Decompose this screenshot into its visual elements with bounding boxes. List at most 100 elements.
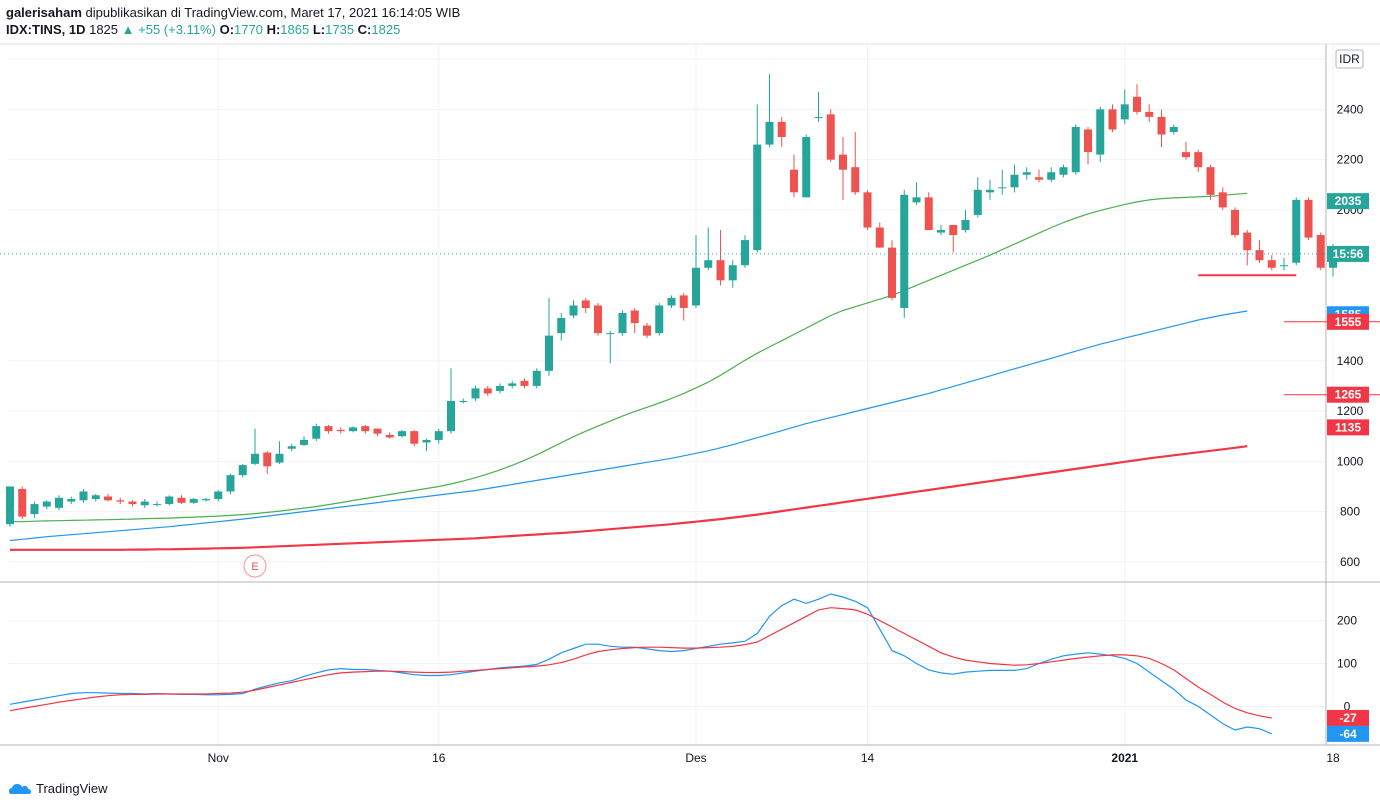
candle-body	[1304, 199, 1313, 238]
candle-body	[863, 192, 872, 228]
candle-body	[753, 144, 762, 251]
candle	[765, 74, 774, 148]
candle-body	[410, 431, 419, 444]
candle-body	[802, 137, 811, 198]
candle	[912, 182, 921, 205]
author-name[interactable]: galerisaham	[6, 5, 82, 20]
price-tick-label: 1400	[1337, 354, 1364, 368]
candle	[496, 383, 504, 394]
price-label: 1135	[1327, 419, 1369, 436]
candle-body	[924, 197, 933, 231]
candle	[937, 225, 945, 236]
candle	[1145, 104, 1154, 122]
candle-body	[1010, 174, 1019, 188]
candle	[422, 438, 431, 452]
candle	[826, 109, 835, 163]
candle-body	[839, 154, 847, 170]
oscillator-line	[9, 593, 1273, 735]
candle-body	[655, 305, 664, 334]
candle	[716, 230, 725, 286]
candle	[888, 240, 896, 301]
price-label: 15:56	[1327, 245, 1369, 262]
candle	[153, 501, 161, 507]
candle-body	[1145, 111, 1154, 117]
candle-body	[275, 453, 284, 463]
candle	[1108, 104, 1117, 132]
high-label: H:	[266, 22, 281, 37]
candle	[851, 131, 860, 195]
candle	[1035, 169, 1043, 183]
candle	[557, 313, 566, 341]
time-tick-label: 14	[861, 751, 875, 765]
price-label-text: 1135	[1335, 420, 1361, 434]
candle-body	[1035, 177, 1043, 180]
candle	[998, 169, 1007, 195]
time-axis[interactable]: Nov16Des14202118Feb15Mar15	[208, 751, 1380, 765]
candle-body	[814, 116, 823, 118]
candle-body	[1194, 152, 1203, 168]
candle	[140, 499, 149, 508]
candle	[177, 495, 186, 505]
candle-body	[900, 194, 909, 308]
price-label: -27	[1327, 709, 1369, 726]
time-tick-label: Des	[685, 751, 706, 765]
grid-lines	[8, 44, 1334, 745]
time-tick-label: Nov	[208, 751, 229, 765]
candle	[1316, 232, 1325, 271]
candle	[569, 300, 578, 319]
candle-body	[214, 491, 223, 500]
candle-body	[937, 230, 945, 233]
price-label-text: 2035	[1335, 194, 1362, 208]
candle-body	[459, 400, 468, 402]
last-price: 1825	[89, 22, 119, 37]
candle-body	[91, 495, 100, 500]
candle	[398, 429, 406, 438]
candle	[1231, 207, 1239, 238]
price-label-box	[1327, 386, 1369, 403]
candle	[667, 295, 676, 308]
candle-body	[42, 501, 51, 507]
price-label: 2035	[1327, 193, 1369, 210]
price-label: 1265	[1327, 386, 1369, 403]
price-label-box	[1327, 419, 1369, 436]
candle	[581, 297, 590, 313]
candle-body	[1206, 167, 1215, 195]
candle-body	[643, 325, 651, 336]
candle-body	[116, 500, 125, 502]
price-tick-label: 600	[1340, 555, 1360, 569]
candle-body	[1316, 235, 1325, 268]
candle	[1280, 257, 1288, 271]
candle-body	[618, 313, 627, 334]
candle	[863, 189, 872, 231]
candle-body	[667, 297, 676, 306]
candle-body	[1169, 126, 1178, 132]
candle	[986, 179, 994, 200]
candle	[655, 302, 664, 336]
candle	[202, 497, 210, 502]
symbol-name[interactable]: IDX:TINS, 1D	[6, 22, 86, 37]
candle	[165, 495, 174, 506]
candle-body	[1133, 96, 1141, 112]
candle	[349, 426, 357, 433]
price-label-box	[1327, 313, 1369, 330]
candle-body	[1022, 172, 1031, 175]
earnings-markers: EE	[243, 554, 267, 578]
price-label: -64	[1327, 725, 1369, 742]
candle	[875, 222, 884, 248]
candle	[275, 441, 284, 464]
price-tick-label: 800	[1340, 505, 1360, 519]
price-label-text: 1555	[1335, 315, 1362, 329]
candle-body	[263, 452, 272, 467]
candle	[336, 427, 345, 434]
candle	[839, 137, 847, 200]
candle	[1169, 124, 1178, 135]
currency-badge[interactable]: IDR	[1335, 49, 1364, 69]
price-axis[interactable]: 6008001000120014002000220024002600010020…	[1337, 52, 1364, 713]
candle	[532, 368, 541, 389]
footer[interactable]: TradingView	[8, 781, 108, 796]
candle	[189, 497, 198, 505]
candle-body	[777, 121, 786, 138]
candle-body	[496, 385, 504, 391]
